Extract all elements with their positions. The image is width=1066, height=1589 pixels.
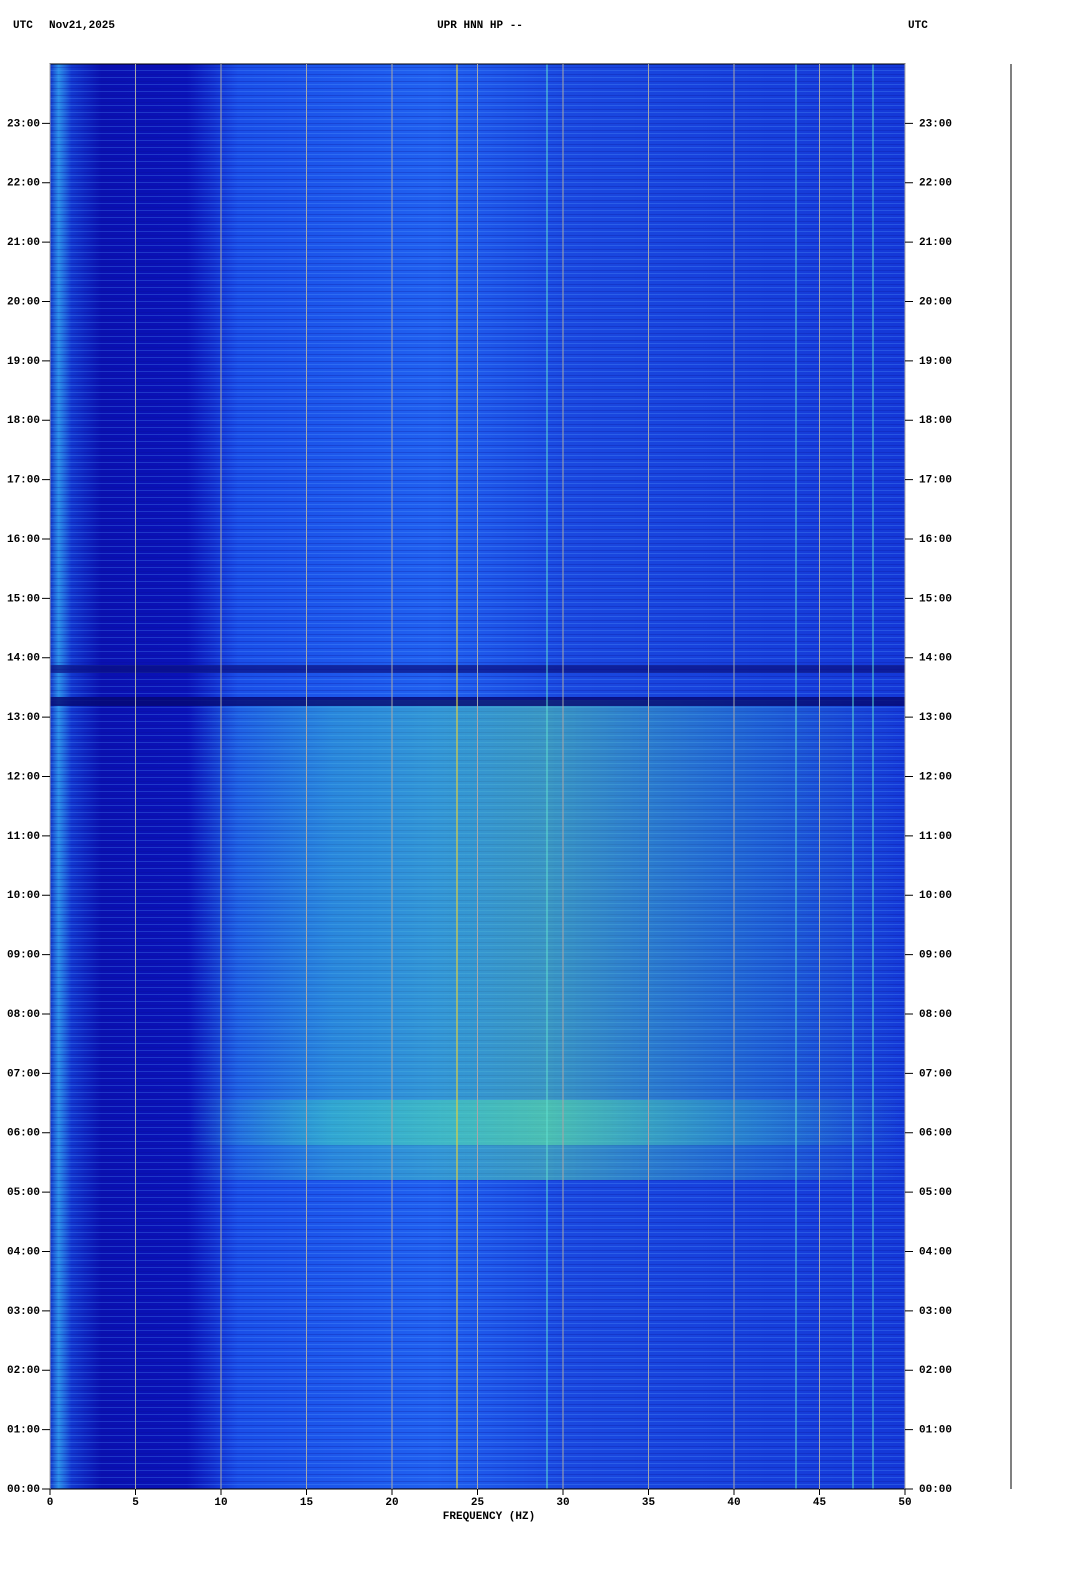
y-tick-label-right: 17:00 bbox=[919, 475, 952, 487]
y-tick-label: 20:00 bbox=[7, 296, 40, 308]
y-tick-label: 18:00 bbox=[7, 415, 40, 427]
y-tick-label: 21:00 bbox=[7, 237, 40, 249]
y-tick-label-right: 08:00 bbox=[919, 1009, 952, 1021]
header-zone-right: UTC bbox=[908, 20, 928, 32]
y-tick-label-right: 15:00 bbox=[919, 593, 952, 605]
y-tick-label: 15:00 bbox=[7, 593, 40, 605]
y-tick-label-right: 20:00 bbox=[919, 296, 952, 308]
y-tick-label-right: 09:00 bbox=[919, 950, 952, 962]
y-tick-label-right: 19:00 bbox=[919, 356, 952, 368]
y-tick-label: 04:00 bbox=[7, 1246, 40, 1258]
x-tick-label: 0 bbox=[47, 1497, 54, 1509]
y-tick-label-right: 07:00 bbox=[919, 1068, 952, 1080]
y-tick-label: 01:00 bbox=[7, 1425, 40, 1437]
y-tick-label-right: 21:00 bbox=[919, 237, 952, 249]
y-tick-label-right: 10:00 bbox=[919, 890, 952, 902]
x-tick-label: 30 bbox=[556, 1497, 569, 1509]
chart-title: UPR HNN HP -- bbox=[437, 20, 523, 32]
y-tick-label-right: 16:00 bbox=[919, 534, 952, 546]
x-tick-label: 10 bbox=[214, 1497, 227, 1509]
y-tick-label: 22:00 bbox=[7, 178, 40, 190]
y-tick-label-right: 23:00 bbox=[919, 118, 952, 130]
y-tick-label: 10:00 bbox=[7, 890, 40, 902]
x-axis-label: FREQUENCY (HZ) bbox=[443, 1511, 535, 1523]
y-tick-label-right: 11:00 bbox=[919, 831, 952, 843]
y-tick-label: 00:00 bbox=[7, 1484, 40, 1496]
x-tick-label: 35 bbox=[642, 1497, 656, 1509]
y-tick-label-right: 12:00 bbox=[919, 771, 952, 783]
y-tick-label: 06:00 bbox=[7, 1128, 40, 1140]
y-tick-label: 19:00 bbox=[7, 356, 40, 368]
y-tick-label-right: 01:00 bbox=[919, 1425, 952, 1437]
y-tick-label: 03:00 bbox=[7, 1306, 40, 1318]
y-tick-label-right: 06:00 bbox=[919, 1128, 952, 1140]
x-tick-label: 40 bbox=[727, 1497, 740, 1509]
y-tick-label: 23:00 bbox=[7, 118, 40, 130]
y-tick-label: 08:00 bbox=[7, 1009, 40, 1021]
y-tick-label: 09:00 bbox=[7, 950, 40, 962]
y-tick-label-right: 18:00 bbox=[919, 415, 952, 427]
y-tick-label-right: 04:00 bbox=[919, 1246, 952, 1258]
x-tick-label: 25 bbox=[471, 1497, 485, 1509]
y-tick-label-right: 14:00 bbox=[919, 653, 952, 665]
y-tick-label-right: 22:00 bbox=[919, 178, 952, 190]
x-tick-label: 5 bbox=[132, 1497, 139, 1509]
x-tick-label: 20 bbox=[385, 1497, 398, 1509]
y-tick-label-right: 02:00 bbox=[919, 1365, 952, 1377]
y-tick-label: 12:00 bbox=[7, 771, 40, 783]
y-tick-label-right: 03:00 bbox=[919, 1306, 952, 1318]
y-tick-label-right: 05:00 bbox=[919, 1187, 952, 1199]
y-tick-label: 11:00 bbox=[7, 831, 40, 843]
x-tick-label: 45 bbox=[813, 1497, 827, 1509]
x-tick-label: 50 bbox=[898, 1497, 911, 1509]
y-tick-label: 02:00 bbox=[7, 1365, 40, 1377]
y-tick-label-right: 00:00 bbox=[919, 1484, 952, 1496]
y-tick-label: 05:00 bbox=[7, 1187, 40, 1199]
y-tick-label: 13:00 bbox=[7, 712, 40, 724]
header-date: Nov21,2025 bbox=[49, 20, 115, 32]
header-zone: UTC bbox=[13, 20, 33, 32]
x-tick-label: 15 bbox=[300, 1497, 314, 1509]
y-tick-label-right: 13:00 bbox=[919, 712, 952, 724]
y-tick-label: 14:00 bbox=[7, 653, 40, 665]
y-tick-label: 07:00 bbox=[7, 1068, 40, 1080]
y-tick-label: 16:00 bbox=[7, 534, 40, 546]
y-tick-label: 17:00 bbox=[7, 475, 40, 487]
